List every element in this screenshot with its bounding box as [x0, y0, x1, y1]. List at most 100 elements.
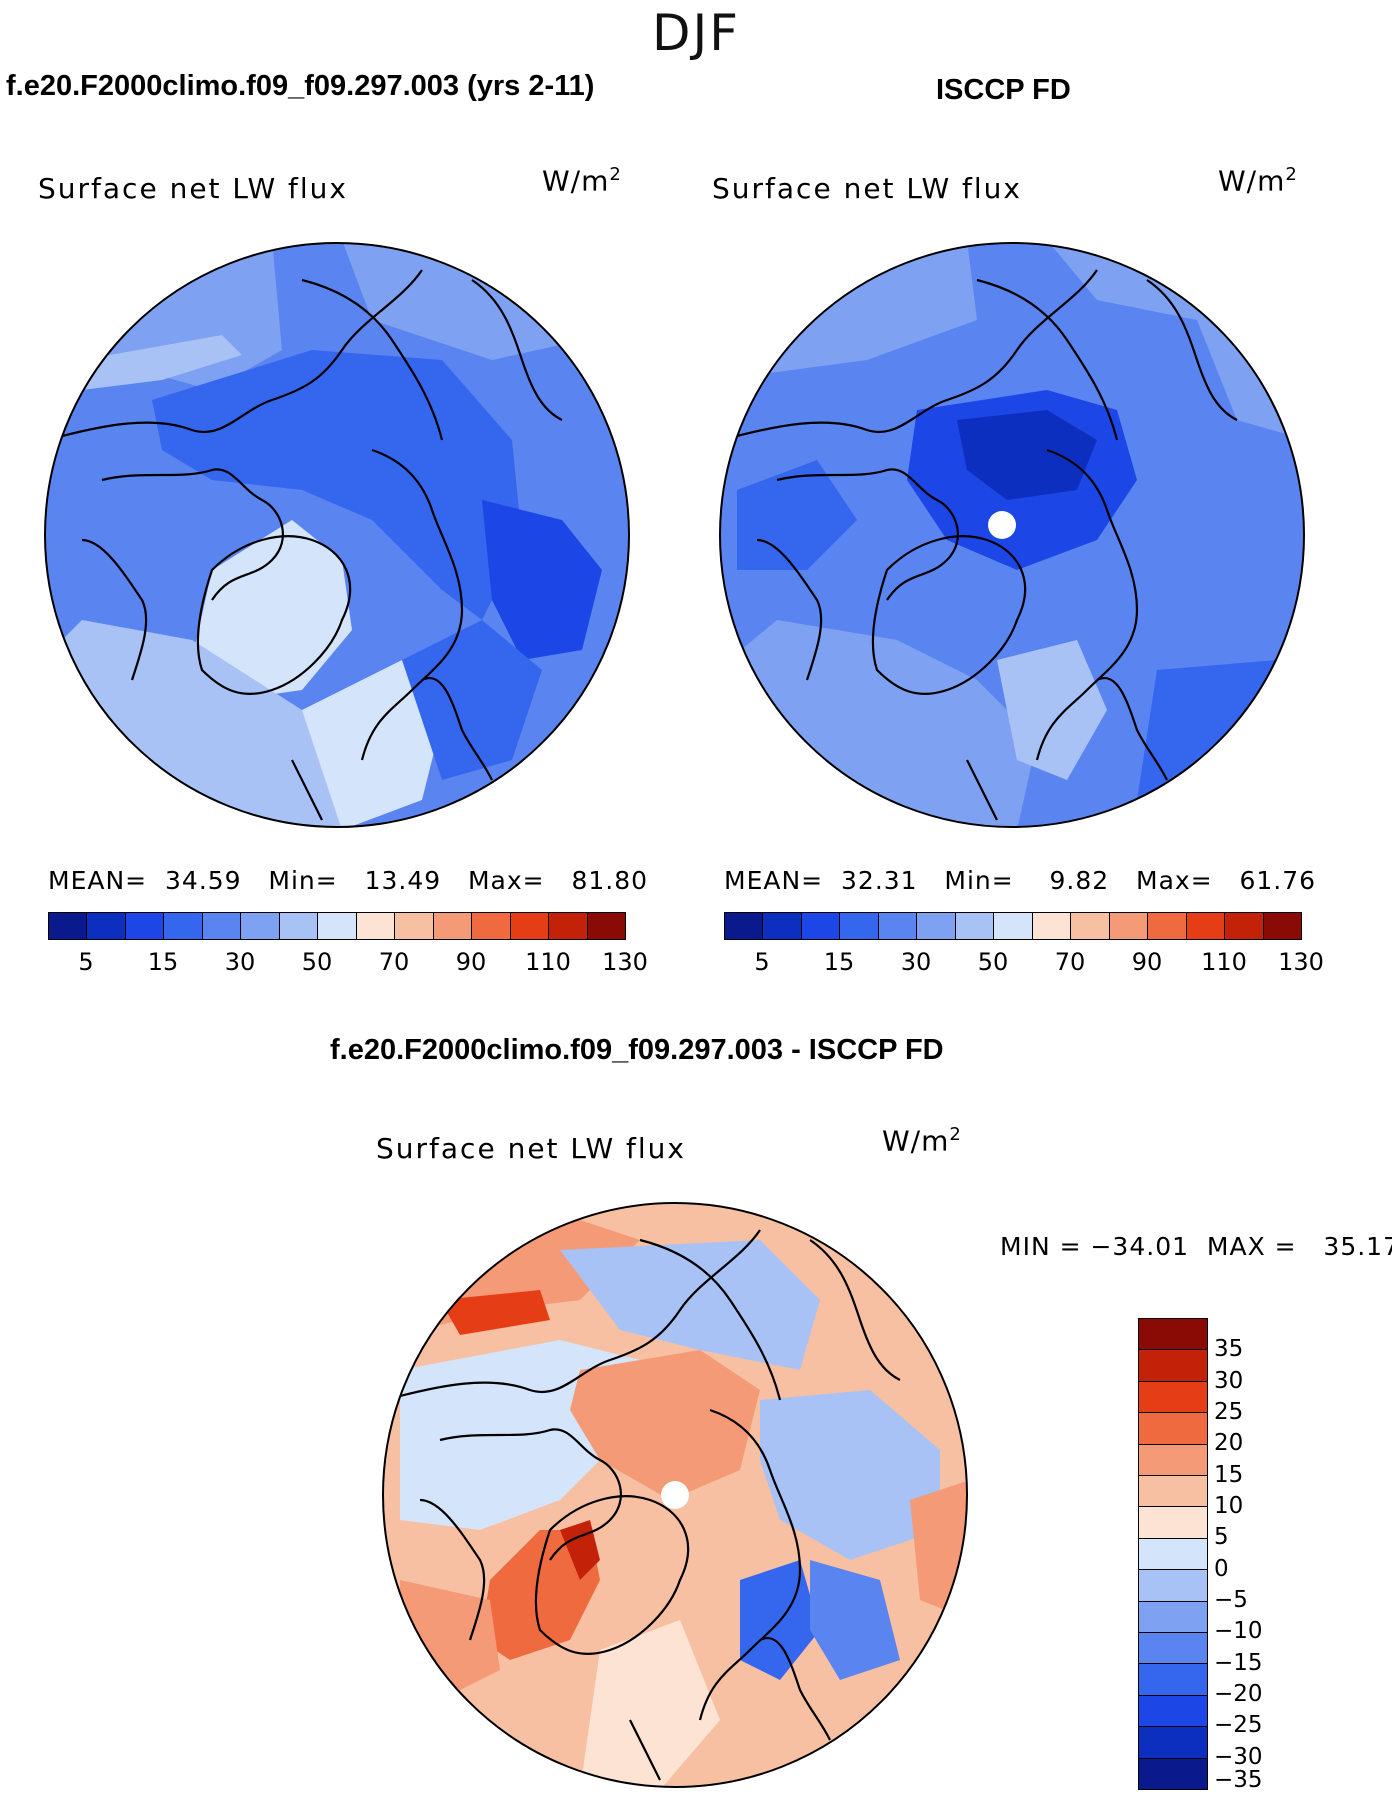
cbar-tick: 30 [224, 948, 256, 976]
model-scandinavia-region [402, 620, 542, 780]
cbar-seg [1148, 913, 1187, 939]
cbar-tick: 70 [378, 948, 410, 976]
cbar-seg [1139, 1695, 1207, 1728]
cbar-seg [1071, 913, 1110, 939]
cbar-tick: 90 [1131, 948, 1163, 976]
diff-colorbar [1138, 1318, 1208, 1790]
cbar-seg [1139, 1570, 1207, 1602]
cbar-seg [1139, 1664, 1207, 1696]
obs-norway-light [997, 640, 1107, 780]
cbar-tick: 30 [1214, 1368, 1244, 1394]
cbar-tick: −20 [1214, 1681, 1263, 1707]
model-colorbar-ticks: 5 15 30 50 70 90 110 130 [48, 948, 648, 978]
model-norwegian-light [302, 660, 442, 827]
diff-panel-title: f.e20.F2000climo.f09_f09.297.003 - ISCCP… [330, 1034, 944, 1066]
cbar-seg [587, 913, 626, 939]
model-polar-map [44, 242, 630, 828]
obs-panel-title: ISCCP FD [936, 74, 1071, 106]
cbar-seg [279, 913, 319, 939]
cbar-tick: −15 [1214, 1650, 1263, 1676]
diff-alaska-strong-warm [440, 1290, 550, 1335]
cbar-seg [1109, 913, 1149, 939]
model-siberia-dark [482, 500, 602, 660]
cbar-seg [1032, 913, 1072, 939]
cbar-tick: 90 [455, 948, 487, 976]
diff-colorbar-ticks: 35 30 25 20 15 10 5 0 −5 −10 −15 −20 −25… [1214, 1318, 1294, 1793]
cbar-tick: 0 [1214, 1556, 1229, 1582]
season-title: DJF [651, 4, 740, 62]
model-coastlines [46, 269, 563, 821]
obs-field-name: Surface net LW flux [712, 172, 1022, 205]
cbar-tick: 25 [1214, 1399, 1244, 1425]
cbar-tick: 70 [1054, 948, 1086, 976]
cbar-seg [49, 913, 88, 939]
cbar-seg [801, 913, 841, 939]
cbar-seg [87, 913, 126, 939]
cbar-seg [1263, 913, 1302, 939]
cbar-tick: −35 [1214, 1767, 1263, 1793]
cbar-seg [241, 913, 280, 939]
obs-colorbar [724, 912, 1302, 940]
cbar-seg [1139, 1538, 1207, 1571]
diff-units: W/m2 [882, 1124, 962, 1158]
cbar-tick: 50 [977, 948, 1009, 976]
cbar-tick: 5 [1214, 1524, 1229, 1550]
obs-polar-map [719, 242, 1305, 828]
model-field-name: Surface net LW flux [38, 172, 348, 205]
cbar-seg [1139, 1444, 1207, 1477]
cbar-seg [472, 913, 511, 939]
cbar-tick: 110 [1201, 948, 1247, 976]
obs-arctic-darker [957, 410, 1097, 500]
model-alaska-warm-band [82, 335, 242, 390]
diff-siberia-cool [760, 1390, 940, 1560]
cbar-tick: 50 [301, 948, 333, 976]
cbar-tick: 15 [1214, 1462, 1244, 1488]
diff-greenland-hot [560, 1520, 600, 1580]
cbar-seg [1139, 1507, 1207, 1539]
cbar-seg [917, 913, 956, 939]
cbar-tick: 5 [754, 948, 770, 976]
cbar-seg [1139, 1601, 1207, 1634]
cbar-tick: 130 [602, 948, 648, 976]
diff-coastlines [384, 1229, 901, 1781]
cbar-seg [356, 913, 396, 939]
model-greenland-light [192, 520, 352, 700]
cbar-seg [840, 913, 879, 939]
diff-field-name: Surface net LW flux [376, 1132, 686, 1165]
obs-colorbar-ticks: 5 15 30 50 70 90 110 130 [724, 948, 1324, 978]
cbar-tick: −25 [1214, 1712, 1263, 1738]
cbar-seg [1139, 1319, 1207, 1351]
model-panel-title: f.e20.F2000climo.f09_f09.297.003 (yrs 2-… [6, 70, 595, 102]
diff-polar-map [382, 1202, 968, 1788]
cbar-seg [1139, 1413, 1207, 1445]
cbar-seg [725, 913, 764, 939]
cbar-seg [318, 913, 357, 939]
cbar-seg [1225, 913, 1264, 939]
cbar-seg [1139, 1381, 1207, 1414]
cbar-seg [164, 913, 203, 939]
cbar-tick: 35 [1214, 1336, 1244, 1362]
obs-pole-hole [988, 511, 1016, 539]
cbar-seg [1139, 1633, 1207, 1665]
model-stats: MEAN= 34.59 Min= 13.49 Max= 81.80 [48, 866, 649, 895]
cbar-seg [1139, 1727, 1207, 1759]
cbar-tick: 15 [147, 948, 179, 976]
cbar-seg [1139, 1350, 1207, 1382]
diff-russia-cool [810, 1560, 900, 1680]
diff-greenland-warm [480, 1530, 600, 1660]
cbar-tick: −30 [1214, 1744, 1263, 1770]
cbar-tick: 10 [1214, 1493, 1244, 1519]
model-units: W/m2 [542, 164, 622, 198]
cbar-tick: 15 [823, 948, 855, 976]
cbar-seg [510, 913, 550, 939]
diff-stats: MIN = −34.01 MAX = 35.17 [1000, 1232, 1392, 1261]
cbar-seg [763, 913, 802, 939]
cbar-seg [955, 913, 995, 939]
cbar-tick: 110 [525, 948, 571, 976]
diff-arctic-warm [570, 1350, 760, 1500]
diff-south-neutral [580, 1620, 720, 1787]
cbar-seg [878, 913, 918, 939]
cbar-seg [994, 913, 1033, 939]
cbar-seg [202, 913, 242, 939]
obs-units: W/m2 [1218, 164, 1298, 198]
